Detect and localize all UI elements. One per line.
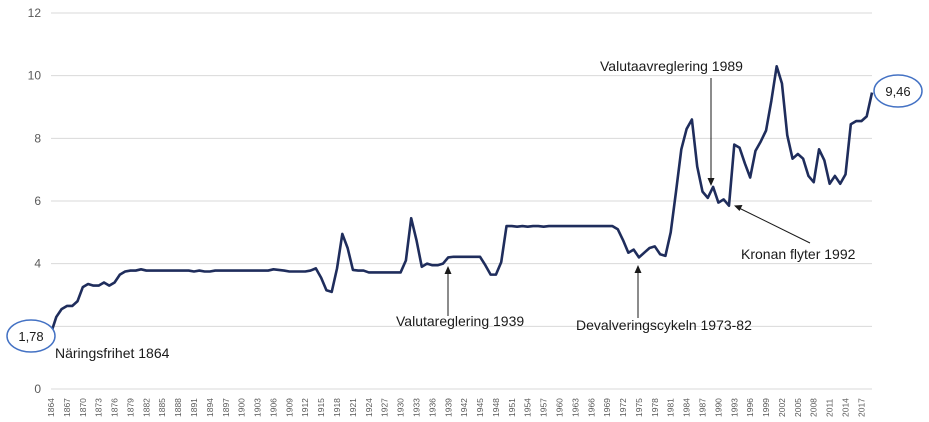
arrowhead-kronan-flyter — [734, 205, 743, 211]
callout-end-ellipse — [873, 74, 923, 108]
x-tick-label: 1972 — [618, 398, 628, 417]
x-tick-label: 1924 — [364, 398, 374, 417]
x-tick-label: 1996 — [745, 398, 755, 417]
x-tick-label: 1966 — [586, 398, 596, 417]
x-tick-label: 1915 — [316, 398, 326, 417]
x-tick-label: 1945 — [475, 398, 485, 417]
callout-start-ellipse — [6, 319, 56, 353]
x-tick-label: 1921 — [348, 398, 358, 417]
x-tick-label: 1870 — [78, 398, 88, 417]
series-line-0 — [49, 64, 874, 334]
x-tick-label: 2008 — [809, 398, 819, 417]
x-tick-label: 1984 — [682, 398, 692, 417]
x-tick-label: 1951 — [507, 398, 517, 417]
x-tick-label: 1930 — [396, 398, 406, 417]
x-tick-label: 1894 — [205, 398, 215, 417]
x-tick-label: 1978 — [650, 398, 660, 417]
callout-start-value: 1,78 — [18, 329, 43, 344]
x-tick-label: 1975 — [634, 398, 644, 417]
y-tick-label: 10 — [28, 69, 42, 83]
arrowhead-devalveringscykeln — [634, 265, 642, 273]
x-tick-label: 1960 — [554, 398, 564, 417]
x-tick-label: 1933 — [411, 398, 421, 417]
x-tick-label: 1906 — [268, 398, 278, 417]
x-tick-label: 1954 — [523, 398, 533, 417]
x-tick-label: 1963 — [570, 398, 580, 417]
x-tick-label: 2017 — [856, 398, 866, 417]
x-tick-label: 1987 — [698, 398, 708, 417]
y-tick-label: 12 — [28, 6, 42, 20]
x-tick-label: 1936 — [427, 398, 437, 417]
y-tick-label: 4 — [34, 257, 41, 271]
x-tick-label: 1903 — [253, 398, 263, 417]
x-tick-label: 1981 — [666, 398, 676, 417]
y-tick-label: 6 — [34, 194, 41, 208]
x-tick-label: 1897 — [221, 398, 231, 417]
x-tick-label: 2011 — [825, 398, 835, 417]
annotation-valutaavreglering: Valutaavreglering 1989 — [600, 58, 743, 74]
annotation-valutareglering: Valutareglering 1939 — [396, 313, 524, 329]
callout-end-value: 9,46 — [885, 84, 910, 99]
x-tick-label: 1999 — [761, 398, 771, 417]
x-axis-ticks: 1864 1867 1870 1873 1876 1879 1882 1885 1888 1891… — [46, 398, 866, 417]
x-tick-label: 1867 — [62, 398, 72, 417]
x-tick-label: 1864 — [46, 398, 56, 417]
series-layer — [49, 64, 874, 334]
y-tick-label: 0 — [34, 382, 41, 396]
annotations: Näringsfrihet 1864 Valutareglering 1939 … — [55, 58, 856, 361]
x-tick-label: 1876 — [110, 398, 120, 417]
arrowhead-valutareglering — [444, 266, 452, 274]
x-tick-label: 1879 — [125, 398, 135, 417]
x-tick-label: 1948 — [491, 398, 501, 417]
annotation-kronan-flyter: Kronan flyter 1992 — [741, 246, 856, 262]
x-tick-label: 1990 — [713, 398, 723, 417]
x-tick-label: 1900 — [237, 398, 247, 417]
x-tick-label: 1939 — [443, 398, 453, 417]
x-tick-label: 2002 — [777, 398, 787, 417]
x-tick-label: 1912 — [300, 398, 310, 417]
arrow-kronan-flyter — [738, 207, 811, 244]
x-tick-label: 1942 — [459, 398, 469, 417]
x-tick-label: 1993 — [729, 398, 739, 417]
y-tick-label: 8 — [34, 131, 41, 145]
arrowhead-valutaavreglering — [707, 178, 715, 186]
y-axis-ticks: 024681012 — [28, 6, 42, 396]
x-tick-label: 1927 — [380, 398, 390, 417]
callouts: 1,78 9,46 — [6, 74, 923, 353]
x-tick-label: 2005 — [793, 398, 803, 417]
x-tick-label: 1957 — [539, 398, 549, 417]
x-tick-label: 1882 — [141, 398, 151, 417]
x-tick-label: 1891 — [189, 398, 199, 417]
x-tick-label: 1909 — [284, 398, 294, 417]
x-tick-label: 1873 — [94, 398, 104, 417]
gridlines — [51, 12, 872, 390]
x-tick-label: 1969 — [602, 398, 612, 417]
x-tick-label: 1888 — [173, 398, 183, 417]
x-tick-label: 1885 — [157, 398, 167, 417]
annotation-devalveringscykeln: Devalveringscykeln 1973-82 — [576, 317, 752, 333]
x-tick-label: 1918 — [332, 398, 342, 417]
x-tick-label: 2014 — [841, 398, 851, 417]
annotation-naringsfrihet: Näringsfrihet 1864 — [55, 345, 170, 361]
